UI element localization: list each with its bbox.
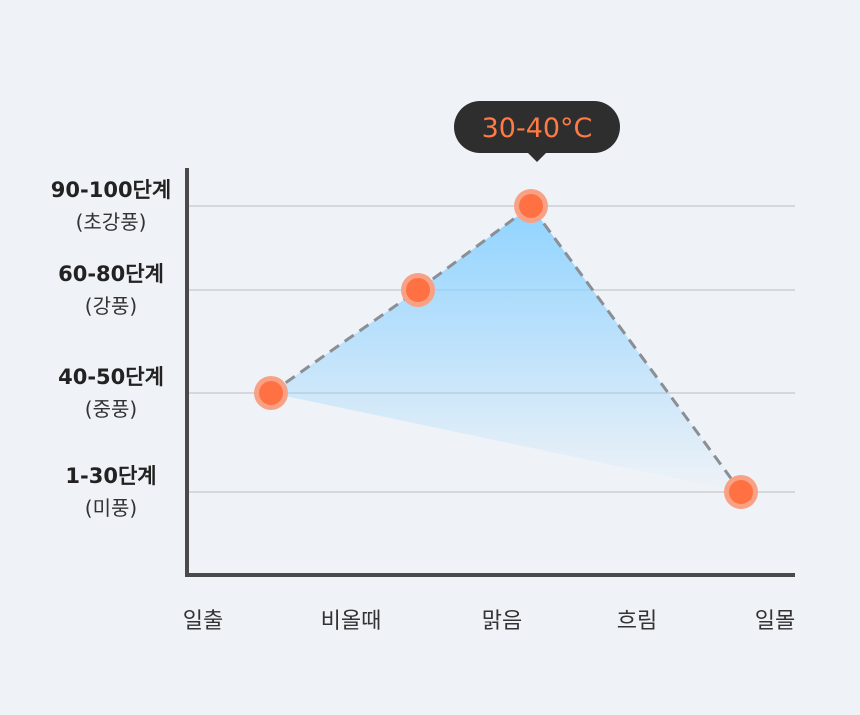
y-tick-label: 40-50단계 bbox=[58, 365, 164, 389]
data-point-dot bbox=[729, 480, 753, 504]
y-tick-sublabel: (초강풍) bbox=[76, 210, 147, 234]
y-tick-sublabel: (강풍) bbox=[85, 294, 137, 318]
y-tick-label: 1-30단계 bbox=[65, 464, 156, 488]
x-tick-label: 일출 bbox=[183, 609, 223, 634]
data-point-dot bbox=[259, 381, 283, 405]
data-point bbox=[724, 475, 758, 509]
x-tick-label: 맑음 bbox=[482, 609, 522, 634]
y-tick-sublabel: (미풍) bbox=[85, 496, 137, 520]
area-fill bbox=[271, 206, 741, 492]
tooltip-box bbox=[454, 101, 620, 153]
tooltip: 30-40°C bbox=[454, 101, 620, 162]
data-point-dot bbox=[519, 194, 543, 218]
x-tick-label: 일몰 bbox=[755, 609, 795, 634]
data-point bbox=[254, 376, 288, 410]
y-tick-sublabel: (중풍) bbox=[85, 397, 137, 421]
tooltip-pointer bbox=[526, 151, 548, 162]
y-tick-label: 60-80단계 bbox=[58, 262, 164, 286]
x-tick-label: 비올때 bbox=[321, 609, 382, 634]
data-point bbox=[401, 273, 435, 307]
y-tick-label: 90-100단계 bbox=[51, 178, 171, 202]
data-point bbox=[514, 189, 548, 223]
data-point-dot bbox=[406, 278, 430, 302]
x-tick-label: 흐림 bbox=[617, 609, 657, 634]
tooltip-text: 30-40°C bbox=[482, 113, 593, 144]
